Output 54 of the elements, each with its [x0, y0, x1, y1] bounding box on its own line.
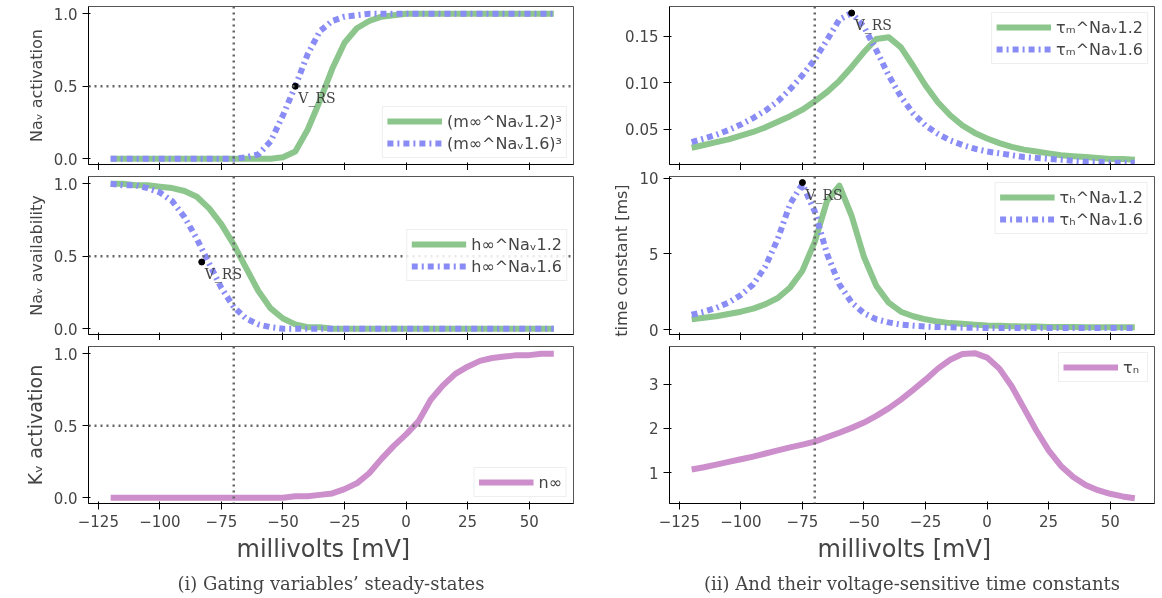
- x-tick-label: −100: [139, 512, 181, 531]
- x-tick-label: 25: [1039, 512, 1059, 531]
- y-tick-label: 0.05: [625, 121, 659, 140]
- x-tick-label: −125: [77, 512, 119, 531]
- y-tick-label: 0.5: [53, 78, 78, 97]
- x-tick-label: −50: [848, 512, 880, 531]
- x-tick-label: −50: [267, 512, 299, 531]
- y-tick-label: 5: [648, 245, 659, 264]
- legend-label: h∞^Naᵥ1.6: [471, 256, 562, 276]
- x-tick-label: 50: [519, 512, 539, 531]
- y-axis-title: Naᵥ availability: [26, 195, 46, 316]
- text: (i) Gating variables’ steady-states: [177, 572, 485, 594]
- x-tick-label: −125: [658, 512, 700, 531]
- y-axis-title: Kᵥ activation: [23, 364, 46, 486]
- y-tick-label: 1.0: [53, 175, 78, 194]
- x-axis-title: millivolts [mV]: [817, 534, 992, 563]
- y-tick-label: 0.0: [53, 489, 78, 508]
- legend-label: n∞: [538, 472, 562, 492]
- x-tick-label: 0: [401, 512, 411, 531]
- legend-label: h∞^Naᵥ1.2: [471, 234, 562, 254]
- x-axis-title: millivolts [mV]: [236, 534, 411, 563]
- x-tick-label: −100: [720, 512, 762, 531]
- y-tick-label: 0: [648, 321, 659, 340]
- legend-label: τₕ^Naᵥ1.2: [1059, 187, 1143, 207]
- y-tick-label: 1.0: [53, 345, 78, 364]
- y-tick-label: 0.15: [625, 28, 659, 47]
- x-tick-label: −25: [328, 512, 361, 531]
- text: (ii) And their voltage-sensitive time constants: [704, 572, 1120, 594]
- y-tick-label: 3: [648, 376, 659, 395]
- y-tick-label: 2: [648, 420, 659, 439]
- annotation: V_RS: [853, 17, 892, 35]
- x-tick-label: −25: [909, 512, 942, 531]
- x-tick-label: 0: [982, 512, 992, 531]
- x-tick-label: −75: [205, 512, 238, 531]
- y-tick-label: 0.10: [625, 74, 659, 93]
- y-tick-label: 0.5: [53, 417, 78, 436]
- x-tick-label: −75: [786, 512, 819, 531]
- y-axis-title: time constant [ms]: [612, 184, 632, 337]
- annotation: V_RS: [203, 266, 242, 284]
- legend-label: τₘ^Naᵥ1.2: [1056, 17, 1143, 37]
- y-tick-label: 1: [648, 464, 659, 483]
- legend-label: (m∞^Naᵥ1.2)³: [446, 111, 562, 131]
- legend-label: (m∞^Naᵥ1.6)³: [446, 133, 562, 153]
- x-tick-label: 25: [458, 512, 478, 531]
- legend-label: τₙ: [1123, 357, 1140, 377]
- y-tick-label: 10: [639, 170, 659, 189]
- x-tick-label: 50: [1100, 512, 1120, 531]
- y-tick-label: 1.0: [53, 5, 78, 24]
- y-tick-label: 0.5: [53, 248, 78, 267]
- y-axis-title: Naᵥ activation: [26, 29, 46, 142]
- y-tick-label: 0.0: [53, 320, 78, 339]
- legend-label: τₕ^Naᵥ1.6: [1059, 209, 1143, 229]
- y-tick-label: 0.0: [53, 150, 78, 169]
- legend-label: τₘ^Naᵥ1.6: [1056, 39, 1143, 59]
